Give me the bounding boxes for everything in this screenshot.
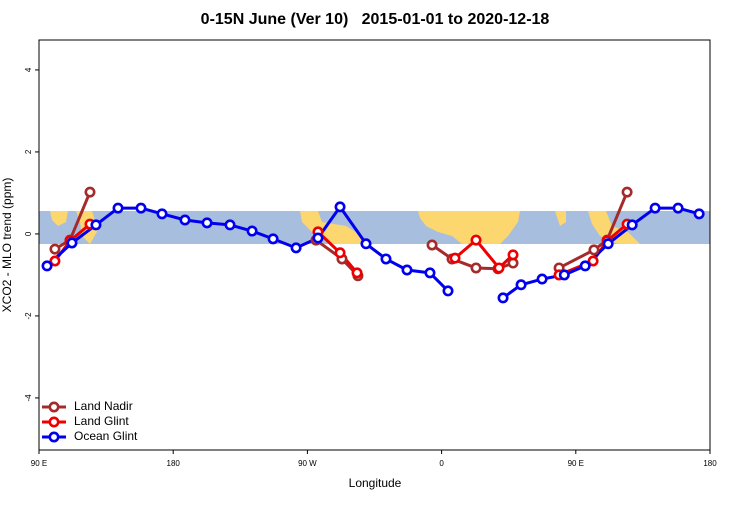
data-point — [267, 233, 279, 245]
data-point — [66, 237, 78, 249]
data-point — [693, 208, 705, 220]
data-point — [156, 208, 168, 220]
data-point — [515, 279, 527, 291]
data-point — [621, 186, 633, 198]
y-tick-label: -4 — [24, 394, 33, 402]
data-point — [558, 269, 570, 281]
chart-title: 0-15N June (Ver 10) 2015-01-01 to 2020-1… — [201, 11, 550, 28]
data-point — [424, 267, 436, 279]
data-point — [587, 255, 599, 267]
x-tick-label: 180 — [167, 459, 181, 468]
data-point — [442, 285, 454, 297]
data-point — [41, 260, 53, 272]
legend-label: Land Glint — [74, 414, 129, 428]
legend-marker — [48, 431, 60, 443]
data-point — [334, 247, 346, 259]
data-point — [290, 242, 302, 254]
data-point — [90, 219, 102, 231]
legend-label: Ocean Glint — [74, 429, 138, 443]
data-point — [351, 267, 363, 279]
data-point — [84, 186, 96, 198]
map-band — [39, 211, 710, 244]
data-point — [49, 255, 61, 267]
legend-marker — [48, 401, 60, 413]
data-point — [536, 273, 548, 285]
data-point — [334, 201, 346, 213]
data-point — [246, 225, 258, 237]
data-point — [672, 202, 684, 214]
data-point — [380, 253, 392, 265]
x-tick-label: 90 E — [31, 459, 47, 468]
plot-frame — [38, 39, 711, 451]
data-point — [470, 234, 482, 246]
y-tick-label: -2 — [24, 312, 33, 320]
data-point — [179, 214, 191, 226]
y-axis-label: XCO2 - MLO trend (ppm) — [0, 178, 14, 313]
data-point — [588, 244, 600, 256]
x-tick-label: 90 W — [298, 459, 317, 468]
x-tick-label: 180 — [703, 459, 717, 468]
data-point — [493, 262, 505, 274]
data-point — [49, 243, 61, 255]
data-point — [470, 262, 482, 274]
data-point — [507, 249, 519, 261]
data-point — [649, 202, 661, 214]
y-tick-label: 4 — [24, 67, 33, 72]
data-point — [112, 202, 124, 214]
x-axis-label: Longitude — [349, 476, 402, 490]
data-point — [626, 219, 638, 231]
legend-marker — [48, 416, 60, 428]
x-tick-label: 0 — [439, 459, 444, 468]
legend-label: Land Nadir — [74, 399, 133, 413]
data-point — [201, 217, 213, 229]
data-point — [224, 219, 236, 231]
y-tick-label: 0 — [24, 231, 33, 236]
data-point — [312, 232, 324, 244]
x-tick-label: 90 E — [568, 459, 584, 468]
data-point — [497, 292, 509, 304]
land — [300, 211, 362, 244]
data-point — [602, 238, 614, 250]
data-point — [426, 239, 438, 251]
data-point — [401, 264, 413, 276]
land — [418, 211, 520, 244]
data-point — [579, 260, 591, 272]
y-tick-label: 2 — [24, 149, 33, 154]
data-point — [135, 202, 147, 214]
land — [50, 211, 98, 244]
data-point — [360, 238, 372, 250]
data-point — [449, 252, 461, 264]
